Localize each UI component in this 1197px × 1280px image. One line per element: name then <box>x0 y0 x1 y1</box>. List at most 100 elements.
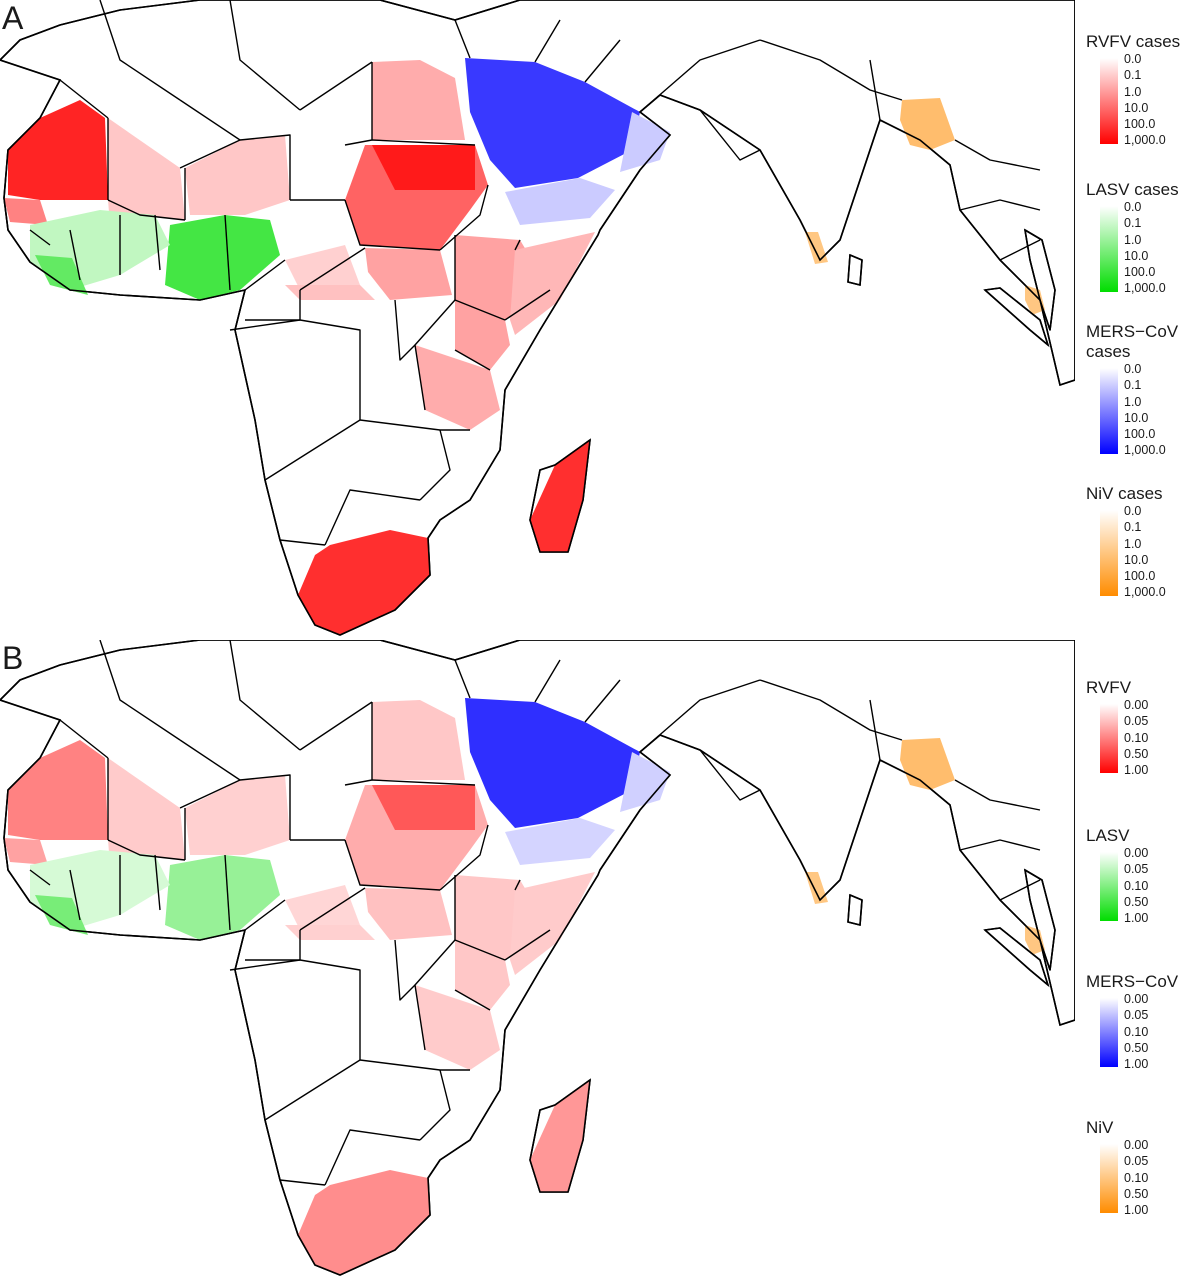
legend-ticks: 0.00 0.05 0.10 0.50 1.00 <box>1124 845 1148 926</box>
color-ramp <box>1100 510 1118 596</box>
region-liberia <box>35 895 88 935</box>
coastline <box>529 438 592 553</box>
country-border <box>154 214 161 271</box>
country-border <box>107 839 186 861</box>
color-ramp <box>1100 1144 1118 1214</box>
legend-tick-label: 0.0 <box>1124 200 1142 214</box>
legend-tick-label: 1.00 <box>1124 911 1149 926</box>
country-border <box>454 349 491 371</box>
legend-ticks: 0.0 0.1 1.0 10.0 100.0 1,000.0 <box>1124 361 1166 459</box>
region-mali <box>108 758 185 865</box>
region-yemen <box>505 178 615 225</box>
legend-tick-label: 10.0 <box>1124 552 1149 567</box>
legend: RVFV 0.00 0.05 0.10 0.50 1.00 <box>1086 678 1197 777</box>
country-border <box>454 19 471 59</box>
region-oman <box>620 752 670 812</box>
legend: NiV cases 0.0 0.1 1.0 10.0 100.0 1,000.0 <box>1086 484 1197 599</box>
country-border <box>179 139 241 169</box>
legend-body: 0.00 0.05 0.10 0.50 1.00 <box>1086 846 1197 925</box>
region-madagascar <box>530 440 590 552</box>
region-arabia <box>465 698 640 828</box>
legend-body: 0.0 0.1 1.0 10.0 100.0 1,000.0 <box>1086 52 1197 147</box>
coastline <box>0 640 1075 1276</box>
region-tanzania <box>415 985 500 1070</box>
country-border <box>999 879 1041 901</box>
legend-title: LASV cases <box>1086 180 1179 199</box>
country-border <box>59 719 109 759</box>
legend-tick-label: 10.0 <box>1124 248 1149 263</box>
panel-b: B RVFV 0.00 0.05 0.10 0.50 1.00 LASV 0.00 0.05 0.… <box>0 640 1197 1280</box>
region-liberia <box>35 255 88 295</box>
coastline <box>983 287 1050 348</box>
legend-tick-label: 0.10 <box>1124 730 1149 745</box>
legend: MERS−CoV 0.00 0.05 0.10 0.50 1.00 <box>1086 972 1197 1071</box>
country-border <box>419 429 451 501</box>
region-sudan-north <box>372 785 475 830</box>
country-border <box>759 679 903 741</box>
legend-tick-label: 0.05 <box>1124 862 1149 877</box>
coastline <box>847 893 863 927</box>
country-border <box>394 299 416 361</box>
legend-title: LASV <box>1086 826 1130 845</box>
legend-tick-label: 0.05 <box>1124 1008 1149 1023</box>
region-somalia <box>510 232 595 335</box>
country-border <box>69 869 81 921</box>
region-chad <box>285 245 360 290</box>
country-border <box>699 109 761 161</box>
region-senegal <box>4 838 48 865</box>
legend-body: 0.0 0.1 1.0 10.0 100.0 1,000.0 <box>1086 504 1197 599</box>
legend-ticks: 0.00 0.05 0.10 0.50 1.00 <box>1124 991 1148 1072</box>
legend: LASV cases 0.0 0.1 1.0 10.0 100.0 1,000.0 <box>1086 180 1197 295</box>
legend-tick-label: 0.50 <box>1124 1040 1149 1055</box>
country-border <box>59 79 109 119</box>
country-border <box>99 640 181 741</box>
legend-tick-label: 1,000.0 <box>1124 443 1166 458</box>
country-border <box>324 489 421 546</box>
legend-body: 0.00 0.05 0.10 0.50 1.00 <box>1086 1138 1197 1217</box>
legend-tick-label: 100.0 <box>1124 265 1156 280</box>
coastline <box>847 253 863 287</box>
country-border <box>439 184 489 251</box>
country-border <box>954 139 1041 171</box>
map-a <box>0 0 1075 636</box>
country-border <box>439 824 489 891</box>
country-border <box>504 929 551 961</box>
region-egypt <box>372 60 465 140</box>
country-border <box>244 899 286 931</box>
coastline <box>0 0 1075 636</box>
legend-tick-label: 0.00 <box>1124 1138 1149 1152</box>
panel-letter: B <box>2 640 24 676</box>
country-border <box>759 39 903 101</box>
region-south-sudan <box>365 888 452 940</box>
country-border <box>394 939 416 1001</box>
country-border <box>584 39 621 83</box>
region-south-africa <box>298 1170 430 1275</box>
country-border <box>584 679 621 723</box>
country-border <box>229 640 301 751</box>
country-border <box>344 199 441 251</box>
panel-letter: A <box>2 0 24 36</box>
color-ramp <box>1100 206 1118 292</box>
region-mauritania <box>8 100 108 200</box>
country-border <box>224 214 231 291</box>
legend-ticks: 0.0 0.1 1.0 10.0 100.0 1,000.0 <box>1124 51 1166 149</box>
color-ramp <box>1100 852 1118 922</box>
legend-title: RVFV <box>1086 678 1132 697</box>
country-border <box>299 959 361 1060</box>
country-border <box>244 259 286 291</box>
country-border <box>179 739 241 781</box>
country-border <box>154 854 161 911</box>
legend-title: NiV <box>1086 1118 1114 1137</box>
legend: RVFV cases 0.0 0.1 1.0 10.0 100.0 1,000.0 <box>1086 32 1197 147</box>
color-ramp <box>1100 704 1118 774</box>
region-yemen <box>505 818 615 865</box>
country-border <box>371 139 476 146</box>
legend-tick-label: 100.0 <box>1124 117 1156 132</box>
region-nigeria <box>165 855 280 940</box>
country-border <box>504 289 551 321</box>
region-senegal <box>4 198 48 225</box>
country-border <box>299 61 373 111</box>
region-south-sudan <box>365 248 452 300</box>
legend-ticks: 0.00 0.05 0.10 0.50 1.00 <box>1124 1137 1148 1218</box>
legend-tick-label: 1,000.0 <box>1124 585 1166 600</box>
